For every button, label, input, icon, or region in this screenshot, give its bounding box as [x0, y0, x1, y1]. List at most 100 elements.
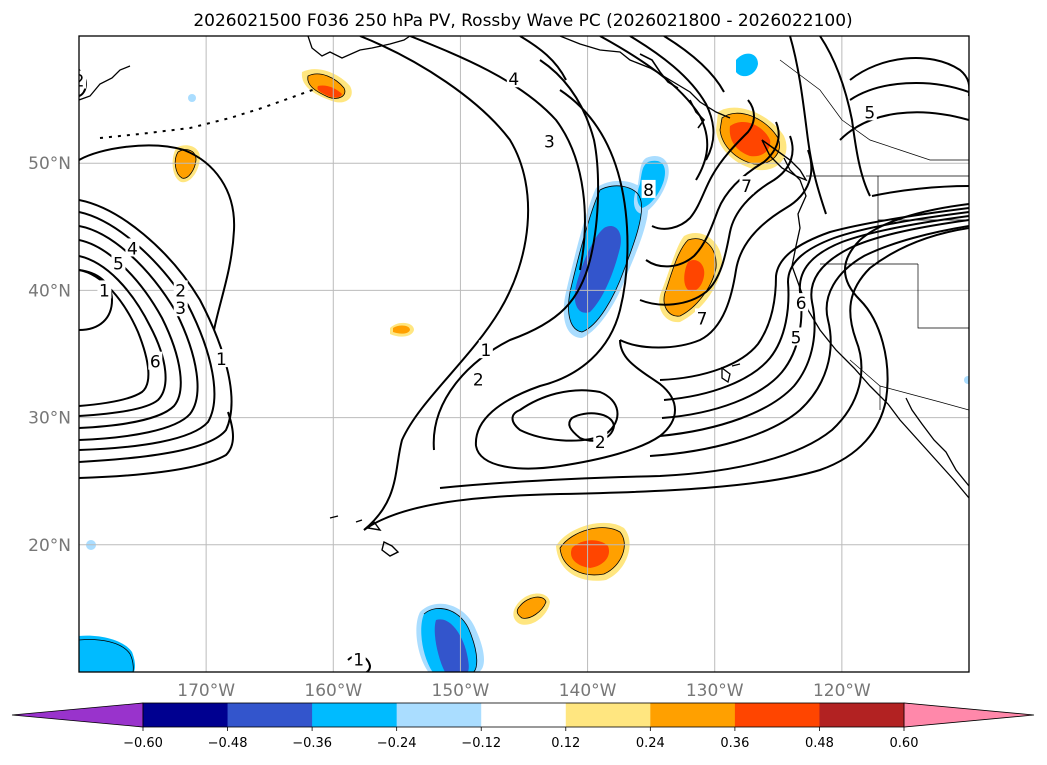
contour-line — [409, 36, 586, 271]
colorbar-tick-label: 0.60 — [890, 736, 919, 751]
colorbar-extend-high — [903, 702, 1035, 728]
contour-label: 4 — [508, 70, 519, 90]
contour-label-bg — [125, 238, 140, 257]
contour-label: 1 — [99, 281, 110, 301]
contour-line — [849, 56, 969, 96]
contour-label-bg — [214, 349, 229, 368]
contour-label: 7 — [741, 177, 752, 197]
contour-label: 1 — [480, 341, 491, 361]
pv-positive-anomaly — [570, 540, 610, 568]
contour-label: 1 — [353, 650, 364, 670]
pv-negative-anomaly — [574, 226, 621, 313]
contour-label-bg — [593, 431, 608, 450]
pv-negative-anomaly — [736, 53, 758, 77]
y-tick-label: 30°N — [28, 409, 71, 429]
y-tick-label: 40°N — [28, 281, 71, 301]
colorbar — [11, 702, 1035, 728]
contour-line — [649, 225, 969, 457]
contour-line — [629, 36, 715, 161]
contour-line — [839, 111, 969, 141]
y-tick-label: 50°N — [28, 154, 71, 174]
contour-line — [79, 255, 167, 417]
x-tick-label: 150°W — [432, 681, 490, 701]
contour-line — [79, 411, 234, 479]
contour-label-bg — [79, 70, 86, 89]
contour-line — [819, 36, 871, 197]
colorbar-segment — [312, 703, 398, 727]
colorbar-tick-label: 0.12 — [551, 736, 580, 751]
contour-line — [363, 203, 969, 531]
colorbar-tick-labels: −0.60 −0.48 −0.36 −0.24 −0.12 0.12 0.24 0.36 0.4… — [123, 727, 918, 751]
contour-line — [661, 215, 969, 419]
province-borders — [779, 59, 969, 161]
x-tick-label: 140°W — [559, 681, 617, 701]
colorbar-segment — [819, 703, 905, 727]
x-tick-label: 160°W — [304, 681, 362, 701]
colorbar-segment — [734, 703, 820, 727]
anomaly-outline — [663, 238, 717, 317]
contour-label-bg — [111, 253, 126, 272]
contour-line — [432, 59, 600, 451]
colorbar-segment — [650, 703, 736, 727]
state-borders — [820, 176, 969, 411]
small-island — [721, 363, 741, 384]
colorbar-frame — [142, 702, 905, 728]
contour-label-bg — [739, 176, 754, 195]
contour-label: 5 — [864, 103, 875, 123]
anomaly-outline — [423, 608, 478, 672]
colorbar-segment — [396, 703, 482, 727]
contour-label-bg — [478, 340, 493, 359]
vancouver-island — [761, 139, 808, 182]
contour-line — [789, 36, 827, 215]
pv-positive-anomaly — [175, 149, 196, 179]
colorbar-extend-low — [11, 702, 144, 728]
pv-positive-anomaly — [517, 597, 546, 619]
contour-line — [645, 121, 780, 268]
gridlines — [79, 36, 969, 672]
pv-positive-anomaly — [729, 121, 771, 157]
contour-line — [659, 207, 969, 381]
pv-positive-anomaly — [393, 325, 410, 334]
contour-line — [619, 149, 813, 349]
contour-label-bg — [506, 69, 521, 88]
contour-label: 2 — [473, 370, 484, 390]
colorbar-tick-label: −0.48 — [208, 736, 248, 751]
contour-line — [79, 269, 114, 331]
contour-label-bg — [641, 179, 656, 198]
alaska-coast — [79, 36, 411, 101]
colorbar-tick-label: 0.24 — [636, 736, 665, 751]
pv-negative-anomaly — [188, 94, 196, 102]
contour-line — [79, 199, 233, 463]
chart-title: 2026021500 F036 250 hPa PV, Rossby Wave … — [193, 11, 852, 31]
x-tick-label: 120°W — [813, 681, 871, 701]
pv-positive-anomaly — [317, 85, 342, 98]
contour-line — [663, 211, 969, 401]
x-tick-label: 130°W — [686, 681, 744, 701]
contour-label: 5 — [113, 255, 124, 275]
contour-label: 8 — [643, 181, 654, 201]
colorbar-tick-label: 0.36 — [720, 736, 749, 751]
contour-line — [639, 135, 794, 306]
contour-line — [475, 339, 676, 470]
hawaii-islands — [329, 515, 400, 557]
contour-label-bg — [862, 102, 877, 121]
anomaly-outline — [719, 112, 780, 165]
contour-line — [359, 36, 530, 531]
colorbar-tick-label: −0.24 — [377, 736, 417, 751]
contour-line — [474, 89, 629, 447]
x-tick-labels: 170°W 160°W 150°W 140°W 130°W 120°W — [177, 681, 871, 701]
colorbar-segment — [565, 703, 651, 727]
y-tick-labels: 20°N 30°N 40°N 50°N — [28, 154, 71, 556]
political-borders — [779, 59, 969, 411]
pv-negative-anomaly — [79, 635, 135, 672]
contour-label: 2 — [74, 72, 85, 92]
contour-label: 3 — [175, 299, 186, 319]
anomaly-outline — [568, 185, 642, 333]
y-tick-label: 20°N — [28, 536, 71, 556]
contour-line — [599, 36, 709, 181]
anomaly-outline — [307, 73, 346, 99]
contour-label-bg — [148, 351, 163, 370]
map-background — [79, 36, 969, 672]
